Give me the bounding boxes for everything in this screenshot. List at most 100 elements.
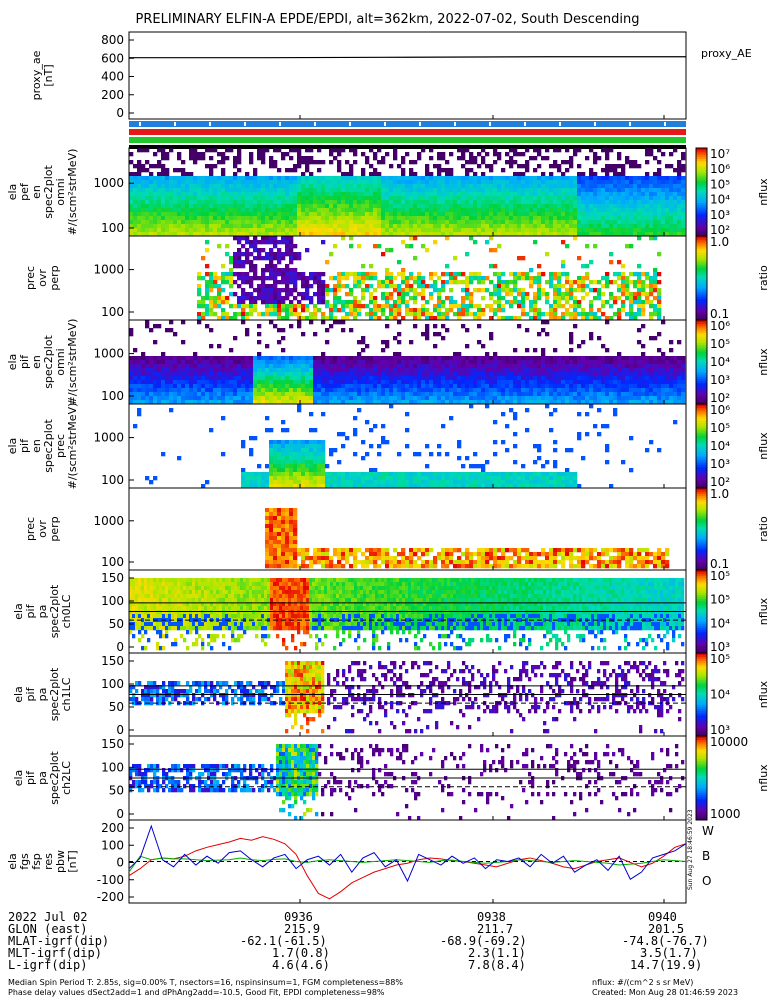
spectrogram-cell — [337, 400, 342, 405]
spectrogram-cell — [549, 188, 554, 193]
spectrogram-cell — [625, 180, 630, 185]
spectrogram-cell — [217, 296, 222, 301]
spectrogram-cell — [677, 180, 682, 185]
spectrogram-cell — [145, 216, 150, 221]
spectrogram-cell — [401, 288, 406, 293]
spectrogram-cell — [233, 360, 238, 365]
spectrogram-cell — [673, 204, 678, 209]
spectrogram-cell — [209, 220, 214, 225]
spectrogram-cell — [341, 220, 346, 225]
spectrogram-cell — [309, 212, 314, 217]
spectrogram-cell — [565, 192, 570, 197]
spectrogram-cell — [541, 208, 546, 213]
spectrogram-cell — [413, 208, 418, 213]
spectrogram-cell — [197, 272, 202, 277]
spectrogram-cell — [265, 224, 270, 229]
spectrogram-cell — [677, 188, 682, 193]
spectrogram-cell — [129, 188, 134, 193]
spectrogram-cell — [253, 396, 258, 401]
spectrogram-cell — [489, 248, 494, 253]
spectrogram-cell — [629, 300, 634, 305]
spectrogram-cell — [541, 388, 546, 393]
spectrogram-cell — [169, 208, 174, 213]
spectrogram-cell — [501, 184, 506, 189]
spectrogram-cell — [333, 372, 338, 377]
spectrogram-cell — [481, 172, 486, 177]
spectrogram-cell — [161, 380, 166, 385]
spectrogram-cell — [413, 160, 418, 165]
spectrogram-cell — [229, 280, 234, 285]
spectrogram-cell — [153, 200, 158, 205]
spectrogram-cell — [173, 212, 178, 217]
spectrogram-cell — [273, 304, 278, 309]
spectrogram-cell — [649, 276, 654, 281]
spectrogram-cell — [477, 280, 482, 285]
spectrogram-cell — [577, 304, 582, 309]
spectrogram-cell — [213, 284, 218, 289]
spectrogram-cell — [565, 180, 570, 185]
spectrogram-cell — [249, 228, 254, 233]
spectrogram-cell — [465, 160, 470, 165]
spectrogram-cell — [673, 196, 678, 201]
spectrogram-cell — [513, 316, 518, 321]
spectrogram-cell — [661, 208, 666, 213]
spectrogram-cell — [285, 284, 290, 289]
spectrogram-cell — [217, 176, 222, 181]
spectrogram-cell — [621, 280, 626, 285]
spectrogram-cell — [169, 188, 174, 193]
spectrogram-cell — [497, 364, 502, 369]
spectrogram-cell — [397, 192, 402, 197]
spectrogram-cell — [245, 216, 250, 221]
spectrogram-cell — [349, 208, 354, 213]
spectrogram-cell — [469, 188, 474, 193]
spectrogram-cell — [389, 276, 394, 281]
spectrogram-cell — [593, 224, 598, 229]
spectrogram-cell — [325, 316, 330, 321]
spectrogram-cell — [521, 376, 526, 381]
spectrogram-cell — [217, 212, 222, 217]
spectrogram-cell — [497, 384, 502, 389]
spectrogram-cell — [133, 368, 138, 373]
spectrogram-cell — [453, 380, 458, 385]
spectrogram-cell — [657, 180, 662, 185]
spectrogram-cell — [517, 300, 522, 305]
spectrogram-cell — [401, 296, 406, 301]
spectrogram-cell — [269, 252, 274, 257]
spectrogram-cell — [289, 232, 294, 237]
spectrogram-cell — [165, 200, 170, 205]
spectrogram-cell — [601, 284, 606, 289]
spectrogram-cell — [177, 200, 182, 205]
spectrogram-cell — [153, 184, 158, 189]
spectrogram-cell — [141, 220, 146, 225]
spectrogram-cell — [221, 380, 226, 385]
spectrogram-cell — [493, 264, 498, 269]
spectrogram-cell — [189, 200, 194, 205]
spectrogram-cell — [221, 316, 226, 321]
spectrogram-cell — [389, 308, 394, 313]
spectrogram-cell — [221, 280, 226, 285]
spectrogram-cell — [565, 148, 570, 153]
spectrogram-cell — [477, 208, 482, 213]
spectrogram-cell — [565, 272, 570, 277]
spectrogram-cell — [181, 220, 186, 225]
spectrogram-cell — [253, 168, 258, 173]
spectrogram-cell — [237, 176, 242, 181]
spectrogram-cell — [621, 276, 626, 281]
spectrogram-cell — [149, 360, 154, 365]
spectrogram-cell — [557, 316, 562, 321]
spectrogram-cell — [337, 272, 342, 277]
spectrogram-cell — [609, 176, 614, 181]
spectrogram-cell — [277, 328, 282, 333]
spectrogram-cell — [577, 232, 582, 237]
spectrogram-cell — [293, 192, 298, 197]
spectrogram-cell — [597, 188, 602, 193]
spectrogram-cell — [409, 372, 414, 377]
spectrogram-cell — [421, 296, 426, 301]
spectrogram-cell — [357, 392, 362, 397]
spectrogram-cell — [393, 184, 398, 189]
spectrogram-cell — [193, 188, 198, 193]
spectrogram-cell — [569, 304, 574, 309]
spectrogram-cell — [373, 228, 378, 233]
spectrogram-cell — [457, 368, 462, 373]
spectrogram-cell — [645, 300, 650, 305]
